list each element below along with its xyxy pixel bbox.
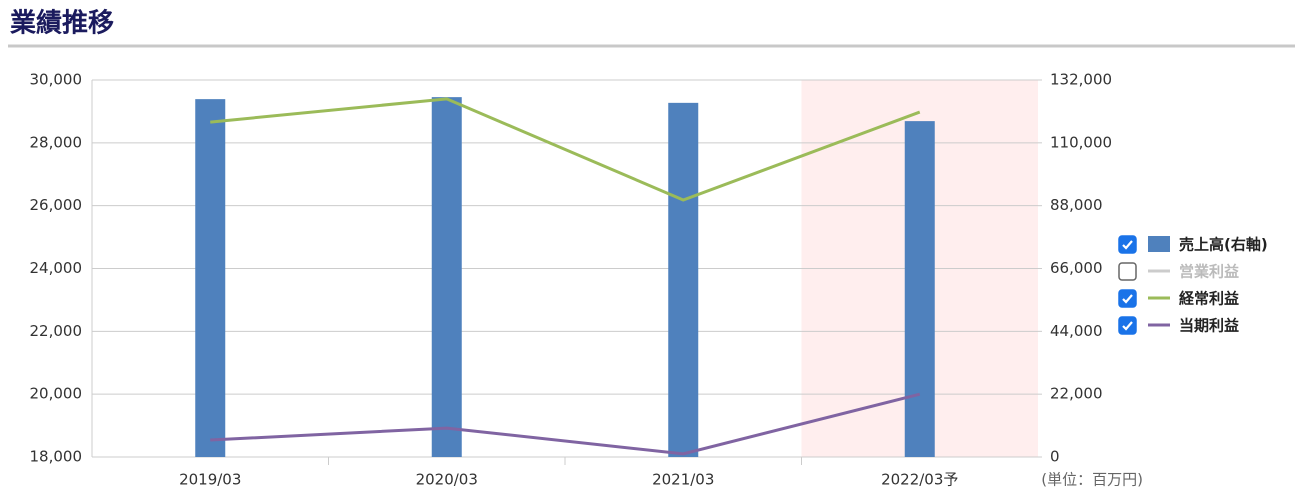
x-tick-label: 2020/03	[416, 471, 478, 489]
line	[210, 97, 921, 202]
y2-tick-label: 0	[1050, 448, 1060, 466]
y2-tick-label: 22,000	[1050, 385, 1103, 403]
legend-checkbox[interactable]	[1118, 289, 1137, 308]
bar	[904, 121, 935, 458]
line	[210, 392, 921, 456]
legend-label: 売上高(右軸)	[1179, 236, 1268, 254]
page-title: 業績推移	[10, 9, 114, 39]
y-tick-label: 22,000	[30, 322, 83, 340]
y-tick-label: 20,000	[30, 385, 83, 403]
legend-label: 営業利益	[1179, 263, 1239, 281]
legend-checkbox[interactable]	[1118, 235, 1137, 254]
checkmark	[1122, 240, 1133, 250]
unit-label: (単位：百万円)	[1041, 471, 1143, 489]
y-tick-label: 18,000	[30, 448, 83, 466]
y2-tick-label: 110,000	[1050, 133, 1112, 151]
y2-tick-label: 88,000	[1050, 196, 1103, 214]
checkmark	[1122, 321, 1133, 331]
y2-tick-label: 132,000	[1050, 71, 1112, 89]
y2-tick-label: 44,000	[1050, 322, 1103, 340]
legend-checkbox[interactable]	[1118, 316, 1137, 335]
legend-label: 当期利益	[1179, 317, 1239, 335]
x-tick-label: 2019/03	[179, 471, 241, 489]
bar	[431, 97, 462, 458]
y-tick-label: 24,000	[30, 259, 83, 277]
checkmark	[1122, 294, 1133, 304]
y-tick-label: 30,000	[30, 71, 83, 89]
x-tick-label: 2021/03	[652, 471, 714, 489]
x-tick-label: 2022/03予	[881, 471, 958, 489]
bar	[668, 102, 699, 458]
bar	[195, 99, 226, 457]
y-tick-label: 28,000	[30, 133, 83, 151]
legend-swatch	[1148, 236, 1170, 252]
legend-checkbox[interactable]	[1118, 262, 1137, 281]
y-tick-label: 26,000	[30, 196, 83, 214]
legend-label: 経常利益	[1179, 290, 1239, 308]
y2-tick-label: 66,000	[1050, 259, 1103, 277]
